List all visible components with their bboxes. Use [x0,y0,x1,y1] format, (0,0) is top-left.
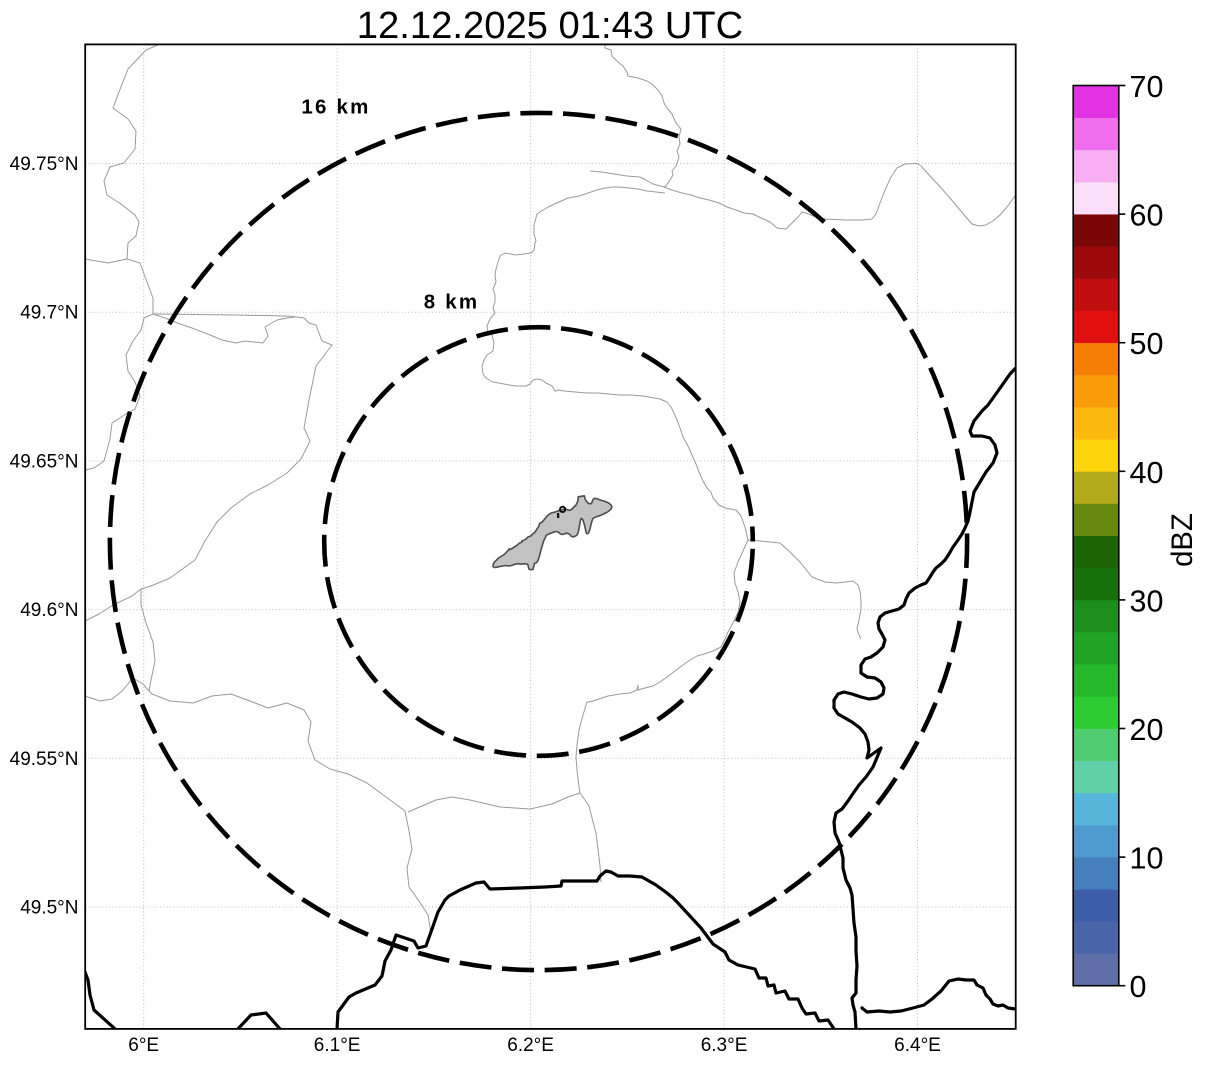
svg-text:49.75°N: 49.75°N [10,154,79,175]
svg-text:6°E: 6°E [128,1035,159,1056]
svg-text:6.4°E: 6.4°E [894,1035,941,1056]
svg-text:12.12.2025 01:43 UTC: 12.12.2025 01:43 UTC [357,4,743,47]
svg-text:50: 50 [1130,327,1164,361]
svg-text:20: 20 [1130,713,1164,747]
svg-text:60: 60 [1130,199,1164,233]
svg-text:6.1°E: 6.1°E [314,1035,361,1056]
svg-text:6.3°E: 6.3°E [701,1035,748,1056]
svg-text:10: 10 [1130,842,1164,876]
svg-text:30: 30 [1130,584,1164,618]
svg-text:49.6°N: 49.6°N [20,600,78,621]
svg-text:49.5°N: 49.5°N [20,898,78,919]
svg-text:49.55°N: 49.55°N [10,749,79,770]
svg-text:0: 0 [1130,970,1147,1004]
svg-text:6.2°E: 6.2°E [507,1035,554,1056]
svg-text:40: 40 [1130,456,1164,490]
svg-text:70: 70 [1130,70,1164,104]
svg-text:16 km: 16 km [301,96,370,119]
svg-text:49.65°N: 49.65°N [10,451,79,472]
svg-text:dBZ: dBZ [1166,513,1199,567]
svg-text:8 km: 8 km [424,291,480,314]
svg-text:49.7°N: 49.7°N [20,303,78,324]
